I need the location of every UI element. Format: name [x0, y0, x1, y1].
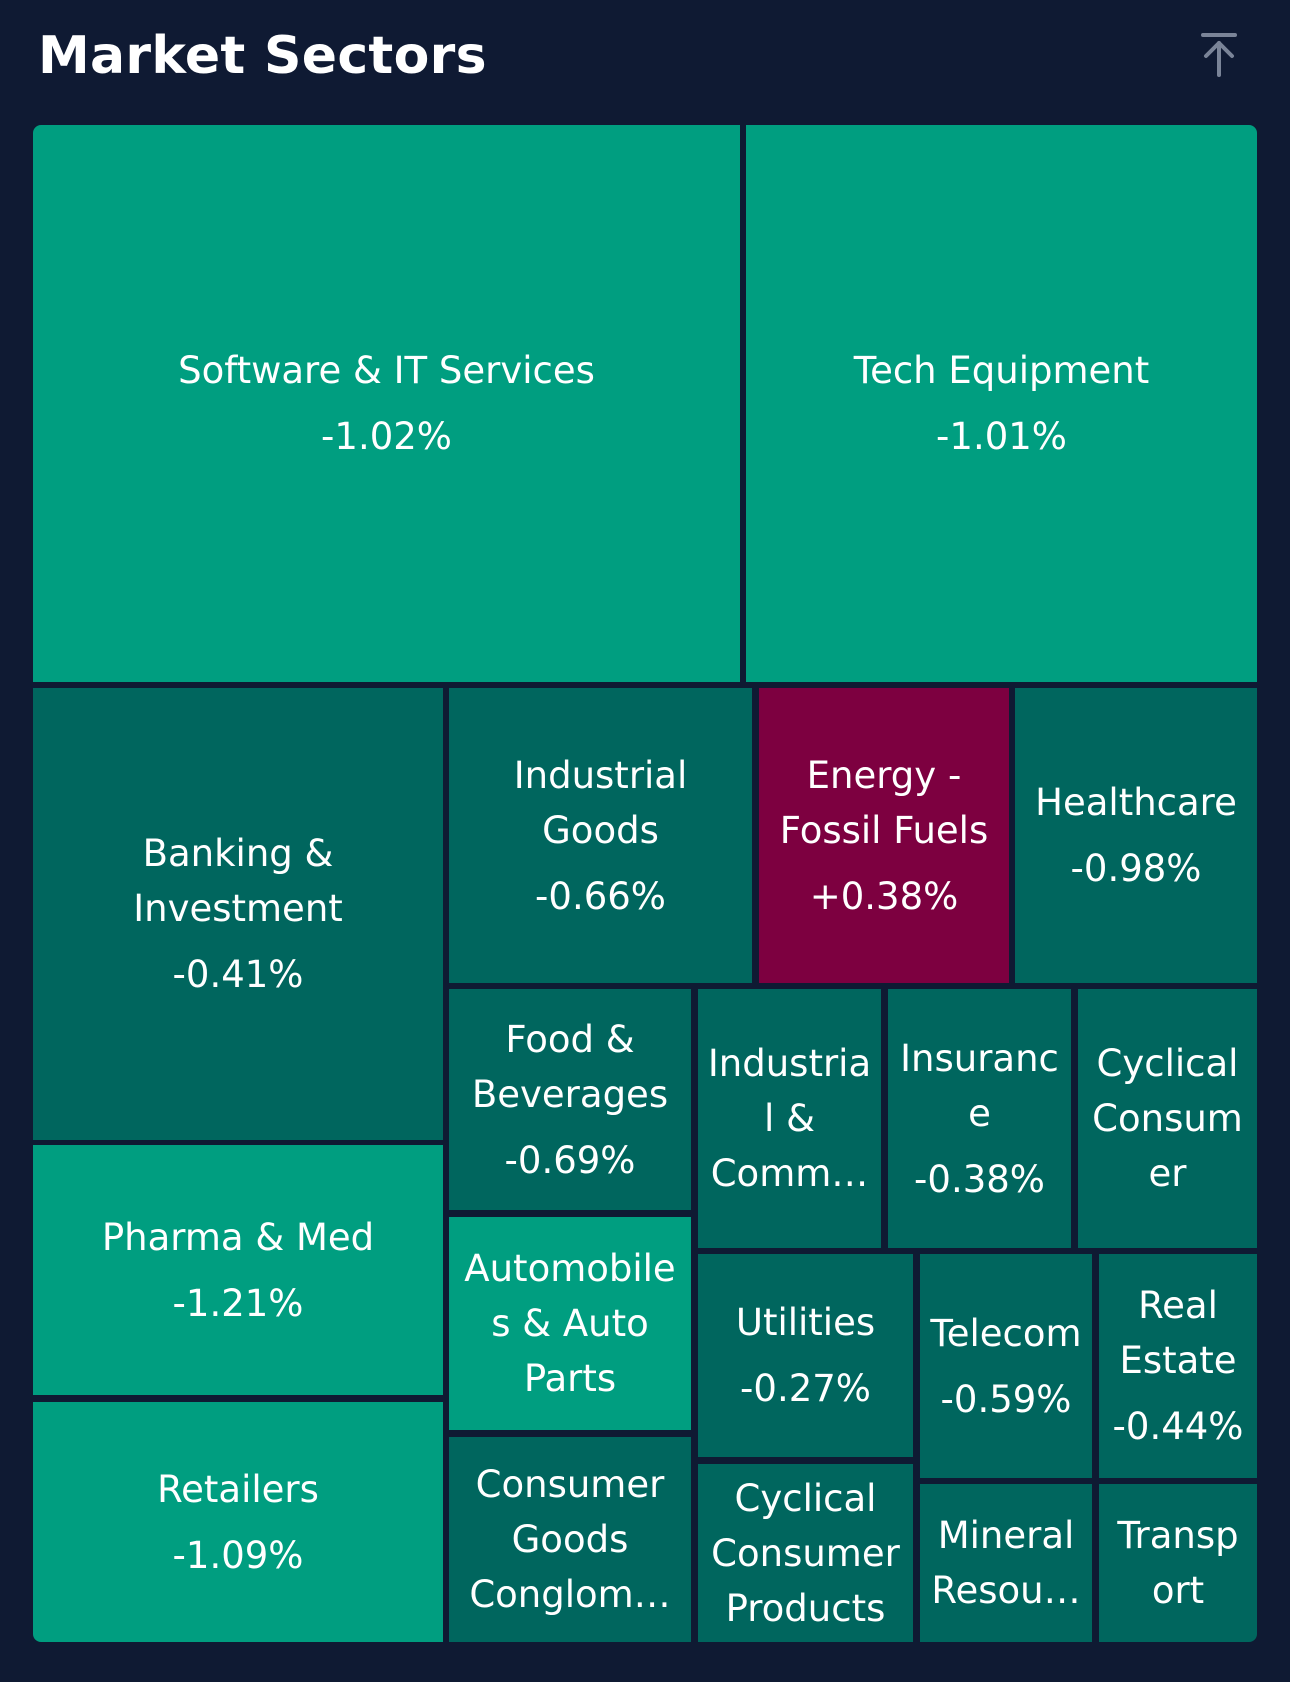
sector-tile-cyclical-consumer-products[interactable]: Cyclical Consumer Products	[698, 1464, 913, 1642]
sector-tile-tech-equipment[interactable]: Tech Equipment -1.01%	[746, 125, 1257, 682]
sector-name: Mineral Resou…	[931, 1514, 1081, 1612]
sector-change: -1.02%	[321, 415, 452, 458]
sector-tile-energy-fossil-fuels[interactable]: Energy - Fossil Fuels +0.38%	[759, 688, 1009, 983]
sector-tile-transport[interactable]: Transp ort	[1099, 1484, 1257, 1642]
arrow-up-to-line-icon	[1201, 33, 1237, 77]
sector-name: Cyclical Consum er	[1092, 1042, 1243, 1195]
sector-change: -0.98%	[1070, 847, 1202, 890]
sector-change: -0.66%	[535, 874, 666, 918]
sector-change: -0.38%	[914, 1157, 1045, 1201]
sector-change: -1.09%	[172, 1533, 304, 1577]
sector-name: Healthcare	[1035, 781, 1237, 824]
sector-name: Software & IT Services	[178, 349, 595, 392]
sector-name: Real Estate	[1119, 1284, 1237, 1382]
sector-change: -0.41%	[172, 953, 304, 996]
sector-tile-mineral-resources[interactable]: Mineral Resou…	[920, 1484, 1092, 1642]
sector-tile-telecom[interactable]: Telecom -0.59%	[920, 1254, 1092, 1478]
sector-name: Industria l & Comm…	[707, 1042, 872, 1195]
sector-tile-utilities[interactable]: Utilities -0.27%	[698, 1254, 913, 1457]
sector-name: Utilities	[735, 1301, 876, 1344]
header: Market Sectors	[0, 0, 1290, 120]
sector-name: Tech Equipment	[853, 349, 1150, 392]
sector-tile-software-and-it-services[interactable]: Software & IT Services -1.02%	[33, 125, 740, 682]
sector-change: -1.21%	[172, 1281, 304, 1325]
sector-tile-cyclical-consumer[interactable]: Cyclical Consum er	[1078, 989, 1257, 1248]
sector-name: Telecom	[930, 1311, 1082, 1355]
sector-change: -0.27%	[740, 1367, 871, 1410]
sector-name: Cyclical Consumer Products	[711, 1476, 900, 1630]
sector-name: Industrial Goods	[513, 753, 688, 852]
sector-tile-industrial-and-commercial[interactable]: Industria l & Comm…	[698, 989, 881, 1248]
collapse-button[interactable]	[1192, 28, 1246, 82]
sector-change: +0.38%	[809, 874, 959, 918]
page-title: Market Sectors	[38, 26, 487, 86]
sector-tile-healthcare[interactable]: Healthcare -0.98%	[1015, 688, 1257, 983]
sector-tile-industrial-goods[interactable]: Industrial Goods -0.66%	[449, 688, 752, 983]
sector-change: -1.01%	[936, 415, 1067, 458]
sector-name: Banking & Investment	[133, 832, 343, 930]
sector-name: Energy - Fossil Fuels	[779, 753, 989, 852]
sector-change: -0.59%	[940, 1377, 1072, 1421]
sector-name: Transp ort	[1117, 1514, 1239, 1612]
sector-tile-pharma-and-med[interactable]: Pharma & Med -1.21%	[33, 1145, 443, 1395]
sector-tile-retailers[interactable]: Retailers -1.09%	[33, 1402, 443, 1642]
sector-name: Insuranc e	[900, 1036, 1059, 1135]
sector-tile-food-and-beverages[interactable]: Food & Beverages -0.69%	[449, 989, 691, 1210]
sector-name: Retailers	[157, 1467, 319, 1511]
sector-tile-real-estate[interactable]: Real Estate -0.44%	[1099, 1254, 1257, 1478]
sector-change: -0.44%	[1112, 1405, 1244, 1448]
sector-name: Consumer Goods Conglom…	[469, 1463, 671, 1616]
sector-tile-banking-and-investment[interactable]: Banking & Investment -0.41%	[33, 688, 443, 1140]
sector-name: Automobile s & Auto Parts	[464, 1247, 676, 1400]
sector-name: Pharma & Med	[101, 1215, 375, 1259]
sector-tile-automobiles-and-auto-parts[interactable]: Automobile s & Auto Parts	[449, 1217, 691, 1430]
sector-change: -0.69%	[504, 1138, 636, 1182]
sector-name: Food & Beverages	[471, 1017, 669, 1116]
sector-tile-consumer-goods-conglomerates[interactable]: Consumer Goods Conglom…	[449, 1437, 691, 1642]
sector-tile-insurance[interactable]: Insuranc e -0.38%	[888, 989, 1071, 1248]
